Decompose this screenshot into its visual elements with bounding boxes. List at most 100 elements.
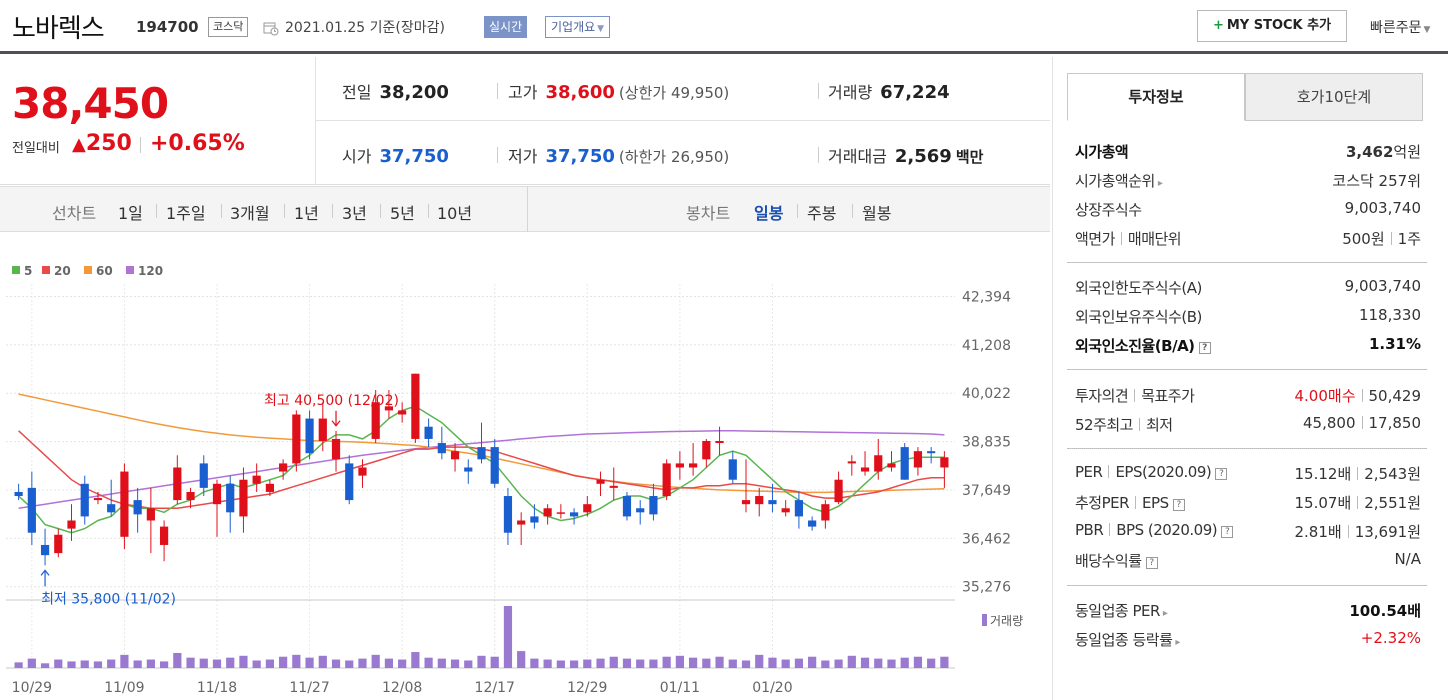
52week-label: 52주최고 최저 (1075, 414, 1173, 435)
volume-bar (900, 657, 909, 668)
quick-order-label: 빠른주문 (1370, 20, 1422, 36)
industry-change-row[interactable]: 동일업종 등락률 ▸ +2.32% (1075, 629, 1421, 657)
y-tick-label: 35,276 (962, 580, 1011, 596)
help-icon[interactable]: ? (1198, 342, 1211, 354)
per-label: PER EPS(2020.09)? (1075, 463, 1228, 481)
fper-text: 추정PER (1075, 494, 1130, 512)
volume-bar (517, 651, 526, 668)
industry-per-value: 100.54배 (1349, 602, 1421, 620)
help-icon[interactable]: ? (1172, 499, 1185, 511)
tab-3month[interactable]: 3개월 (230, 204, 270, 223)
divider (1357, 467, 1359, 480)
market-cap-row: 시가총액 3,462억원 (1075, 141, 1421, 169)
candle-body (490, 447, 499, 484)
divider (1109, 523, 1111, 536)
candle-body (834, 479, 843, 503)
help-icon[interactable]: ? (1221, 526, 1234, 538)
volume-bar (331, 659, 341, 668)
chevron-down-icon: ▼ (1423, 25, 1431, 35)
market-cap-number: 3,462 (1345, 143, 1394, 161)
legend-label: 120 (138, 264, 163, 278)
tab-1day[interactable]: 1일 (118, 204, 143, 223)
face-value-text: 500원 (1342, 230, 1385, 248)
stock-code: 194700 (136, 18, 199, 36)
add-mystock-button[interactable]: + MY STOCK 추가 (1197, 10, 1347, 42)
volume-bar (159, 661, 169, 668)
volume-bar (54, 659, 63, 668)
candle-body (398, 410, 407, 415)
market-cap-rank-value: 코스닥 257위 (1332, 172, 1421, 190)
change-percent: +0.65% (150, 131, 245, 156)
upper-limit: (상한가 49,950) (618, 84, 730, 102)
candle-body (186, 491, 195, 501)
volume-bar (120, 654, 129, 668)
industry-per-row[interactable]: 동일업종 PER ▸ 100.54배 (1075, 600, 1421, 628)
volume-bar (93, 661, 103, 668)
dividend-row: 배당수익률? N/A (1075, 550, 1421, 578)
candlestick-chart-svg[interactable]: 5 20 60 120 42,394 41,208 40,022 38,835 37,649 36… (0, 232, 1050, 700)
market-cap-rank-row[interactable]: 시가총액순위 ▸ 코스닥 257위 (1075, 170, 1421, 198)
52week-value: 45,800 17,850 (1303, 414, 1421, 432)
stock-name: 노바렉스 (12, 14, 105, 44)
change-amount-value: 250 (85, 131, 132, 156)
candle-body (755, 496, 764, 505)
tab-1week[interactable]: 1주일 (166, 204, 206, 223)
help-icon[interactable]: ? (1145, 557, 1158, 569)
shares-label: 상장주식수 (1075, 201, 1142, 219)
candle-body (345, 463, 354, 501)
market-badge: 코스닥 (208, 17, 249, 37)
volume-bar (768, 657, 777, 668)
tab-investment-info[interactable]: 투자정보 (1067, 73, 1245, 121)
volume-bar (503, 606, 513, 668)
low-price: 저가 37,750 (하한가 26,950) (508, 143, 729, 167)
volume-bar (636, 659, 645, 668)
volume-bar (583, 659, 592, 668)
candle-body (636, 508, 645, 513)
realtime-button[interactable]: 실시간 (484, 16, 528, 38)
help-icon[interactable]: ? (1215, 468, 1228, 480)
tab-monthly[interactable]: 월봉 (862, 204, 892, 223)
dividend-value: N/A (1394, 550, 1421, 568)
tab-5year[interactable]: 5년 (390, 204, 415, 223)
divider (1067, 585, 1427, 586)
volume-bar (755, 654, 764, 668)
tab-daily[interactable]: 일봉 (754, 204, 784, 223)
candle-body (40, 544, 50, 556)
tab-order-book[interactable]: 호가10단계 (1245, 73, 1423, 121)
tab-10year[interactable]: 10년 (437, 204, 473, 223)
y-tick-label: 36,462 (962, 531, 1011, 547)
volume-bar (702, 658, 711, 668)
price-chart[interactable]: 5 20 60 120 42,394 41,208 40,022 38,835 37,649 36… (0, 232, 1050, 700)
candle-body (715, 440, 724, 444)
candle-body (927, 451, 936, 454)
volume: 거래량 67,224 (828, 79, 950, 103)
candle-body (874, 455, 883, 472)
tab-weekly[interactable]: 주봉 (807, 204, 837, 223)
candle-body (331, 438, 341, 460)
divider (1134, 389, 1136, 402)
prev-close: 전일 38,200 (342, 79, 449, 103)
quick-order-button[interactable]: 빠른주문 ▼ (1370, 17, 1430, 37)
x-tick-label: 12/08 (382, 680, 422, 696)
rank-label-text: 시가총액순위 (1075, 172, 1155, 190)
company-info-dropdown[interactable]: 기업개요 ▼ (545, 16, 611, 38)
candle-body (411, 373, 420, 439)
tab-1year[interactable]: 1년 (294, 204, 319, 223)
trade-amount-unit: 백만 (955, 148, 984, 166)
volume-bar (437, 658, 446, 668)
per-row: PER EPS(2020.09)? 15.12배 2,543원 (1075, 463, 1421, 491)
face-label: 액면가 (1075, 230, 1115, 248)
pbr-value: 2.81배 13,691원 (1295, 521, 1422, 542)
volume-legend-swatch (982, 614, 987, 626)
x-tick-label: 10/29 (12, 680, 52, 696)
high-label: 고가 (508, 83, 538, 102)
candle-body (133, 500, 142, 515)
candle-body (530, 516, 539, 523)
tab-3year[interactable]: 3년 (342, 204, 367, 223)
forward-per-label: 추정PER EPS? (1075, 492, 1185, 513)
volume-bar (27, 658, 36, 668)
candle-body (437, 443, 446, 454)
volume-bar (530, 658, 539, 668)
candle-body (569, 512, 579, 517)
high-value: 38,600 (545, 82, 615, 103)
